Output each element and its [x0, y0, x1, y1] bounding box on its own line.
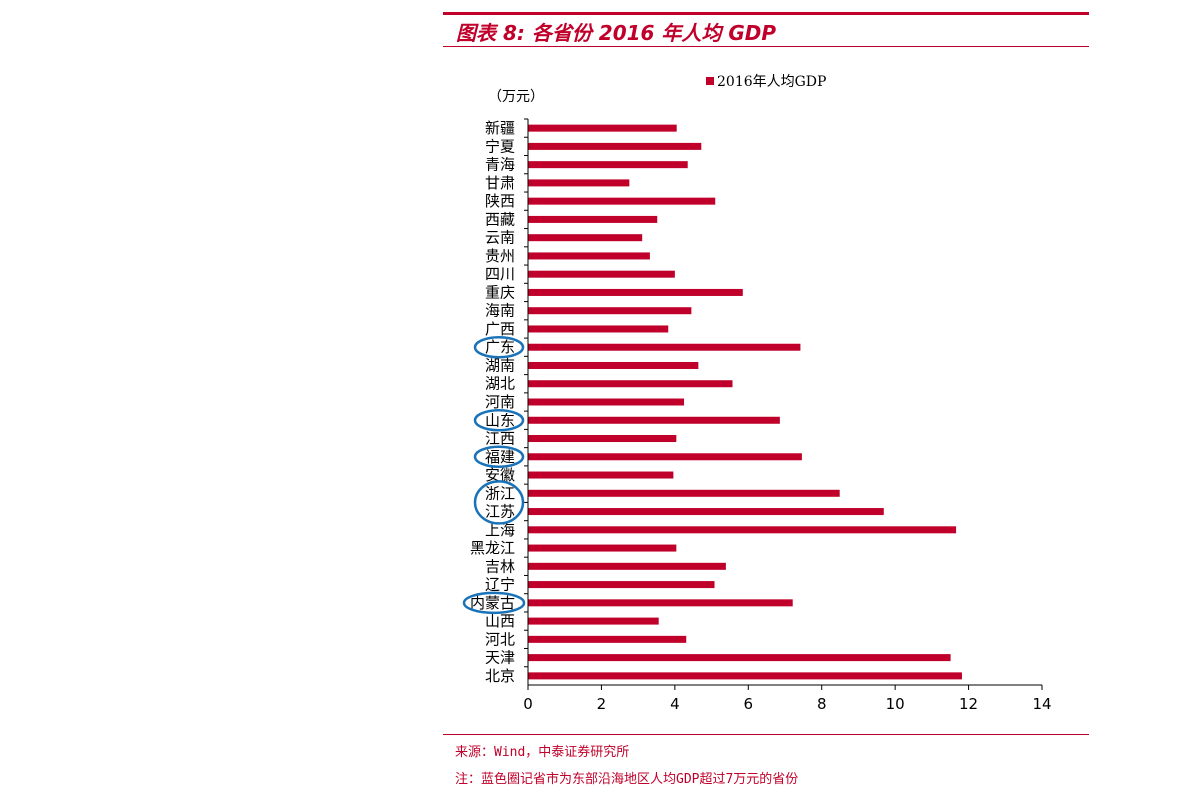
figure-title: 图表 8: 各省份 2016 年人均 GDP: [456, 21, 777, 45]
x-tick-label: 14: [1032, 695, 1051, 713]
bar-河南: [528, 398, 685, 406]
category-label: 福建: [485, 448, 515, 466]
bar-内蒙古: [528, 599, 793, 607]
category-label: 山西: [485, 612, 515, 630]
bar-天津: [528, 654, 951, 662]
x-tick-label: 10: [886, 695, 905, 713]
bar-甘肃: [528, 179, 630, 187]
x-tick-label: 12: [959, 695, 978, 713]
category-label: 内蒙古: [470, 594, 515, 612]
category-label: 贵州: [485, 247, 515, 265]
category-label: 广东: [485, 338, 515, 356]
bar-西藏: [528, 215, 658, 223]
title-bottom-rule: [443, 46, 1089, 47]
bar-湖北: [528, 380, 733, 388]
category-label: 天津: [485, 649, 515, 667]
category-label: 江苏: [485, 503, 515, 521]
category-label: 广西: [485, 320, 515, 338]
bar-浙江: [528, 489, 840, 497]
category-label: 山东: [485, 411, 515, 429]
legend-swatch: [706, 77, 714, 85]
category-label: 甘肃: [485, 174, 515, 192]
bar-宁夏: [528, 142, 702, 150]
bar-江苏: [528, 508, 884, 516]
footnote: 注：蓝色圈记省市为东部沿海地区人均GDP超过7万元的省份: [455, 772, 799, 787]
category-label: 四川: [485, 265, 515, 283]
x-tick-label: 6: [744, 695, 754, 713]
category-label: 辽宁: [485, 576, 515, 594]
x-tick-label: 2: [597, 695, 607, 713]
category-label: 重庆: [485, 283, 515, 301]
category-label: 浙江: [485, 484, 515, 502]
bar-北京: [528, 672, 962, 680]
category-label: 安徽: [485, 466, 515, 484]
category-label: 湖南: [485, 356, 515, 374]
x-tick-label: 4: [670, 695, 680, 713]
bar-上海: [528, 526, 957, 534]
bar-安徽: [528, 471, 674, 479]
highlight-ellipse: [473, 445, 525, 469]
category-label: 北京: [485, 667, 515, 685]
category-label: 青海: [485, 156, 515, 174]
bar-福建: [528, 453, 802, 461]
bar-河北: [528, 635, 687, 643]
category-label: 江西: [485, 430, 515, 448]
legend-label: 2016年人均GDP: [717, 74, 827, 90]
source-note: 来源：Wind，中泰证券研究所: [455, 745, 630, 760]
category-label: 新疆: [485, 119, 515, 137]
category-label: 陕西: [485, 192, 515, 210]
bar-广东: [528, 343, 801, 351]
bar-山西: [528, 617, 659, 625]
x-tick-label: 0: [523, 695, 533, 713]
title-top-rule: [443, 12, 1089, 15]
bar-陕西: [528, 197, 716, 205]
bar-吉林: [528, 562, 726, 570]
highlight-ellipse: [473, 335, 525, 359]
bar-黑龙江: [528, 544, 677, 552]
bar-青海: [528, 161, 688, 169]
category-label: 湖北: [485, 375, 515, 393]
category-label: 西藏: [485, 210, 515, 228]
bar-贵州: [528, 252, 650, 260]
highlight-ellipse: [473, 409, 525, 432]
category-label: 黑龙江: [470, 539, 515, 557]
chart-legend: 2016年人均GDP: [706, 71, 826, 91]
bar-辽宁: [528, 581, 715, 589]
highlight-ellipse: [473, 480, 525, 525]
category-label: 海南: [485, 302, 515, 320]
category-label: 宁夏: [485, 137, 515, 155]
axis-unit-label: （万元）: [488, 89, 544, 105]
category-label: 云南: [485, 229, 515, 247]
category-label: 吉林: [485, 557, 515, 575]
bar-山东: [528, 416, 780, 424]
category-label: 上海: [485, 521, 515, 539]
bar-四川: [528, 270, 675, 278]
bar-重庆: [528, 288, 743, 296]
category-label: 河北: [485, 630, 515, 648]
bar-新疆: [528, 124, 677, 132]
x-tick-label: 8: [817, 695, 827, 713]
highlight-ellipse: [462, 591, 526, 615]
source-top-rule: [443, 734, 1089, 735]
bar-江西: [528, 435, 677, 443]
bar-云南: [528, 234, 643, 242]
bar-湖南: [528, 361, 699, 369]
bar-海南: [528, 307, 692, 315]
category-label: 河南: [485, 393, 515, 411]
bar-广西: [528, 325, 669, 333]
